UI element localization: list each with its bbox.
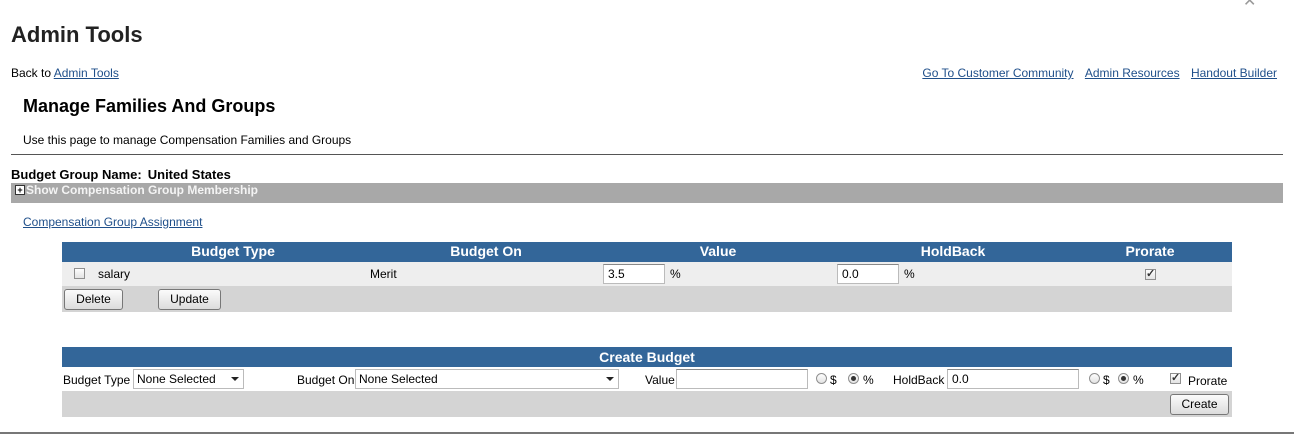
create-button[interactable]: Create [1170, 394, 1229, 415]
budget-group-label: Budget Group Name: [11, 167, 142, 182]
section-title: Manage Families And Groups [23, 96, 276, 116]
assignment-link-row: Compensation Group Assignment [23, 215, 202, 229]
row-holdback-unit: % [904, 267, 915, 281]
link-handout-builder[interactable]: Handout Builder [1190, 66, 1277, 80]
holdback-input[interactable] [947, 369, 1079, 389]
chevron-down-icon [606, 377, 614, 381]
value-label: Value [645, 373, 675, 387]
budget-table-actions: Delete Update [62, 286, 1232, 312]
value-unit-percent-label: % [863, 373, 874, 387]
table-row: salary Merit % % [62, 262, 1232, 286]
column-header-budget-type: Budget Type [191, 243, 275, 259]
budget-on-select-value: None Selected [359, 372, 438, 386]
row-prorate-checkbox[interactable] [1145, 267, 1156, 280]
budget-group-value: United States [147, 167, 231, 182]
close-icon[interactable]: ✕ [1243, 0, 1257, 10]
membership-toggle-bar[interactable]: + Show Compensation Group Membership [11, 183, 1283, 203]
budget-on-select[interactable]: None Selected [355, 369, 619, 389]
compensation-group-assignment-link[interactable]: Compensation Group Assignment [23, 215, 203, 229]
back-row: Back to Admin Tools [11, 66, 119, 80]
row-select-checkbox[interactable] [74, 268, 85, 279]
link-admin-resources[interactable]: Admin Resources [1084, 66, 1180, 80]
budget-on-label: Budget On [297, 373, 355, 387]
column-header-value: Value [699, 243, 737, 259]
prorate-checkbox[interactable] [1170, 371, 1181, 384]
row-value-unit: % [670, 267, 681, 281]
delete-button[interactable]: Delete [64, 289, 123, 310]
budget-type-select-value: None Selected [137, 372, 216, 386]
row-value-input[interactable] [603, 264, 665, 284]
row-budget-on: Merit [370, 267, 397, 281]
holdback-unit-dollar-label: $ [1103, 373, 1110, 387]
value-unit-dollar-radio[interactable] [816, 373, 827, 384]
expand-plus-icon[interactable]: + [15, 185, 25, 195]
create-budget-actions: Create [62, 391, 1232, 417]
budget-group-name: Budget Group Name: United States [11, 167, 231, 182]
holdback-unit-percent-radio[interactable] [1118, 373, 1129, 384]
holdback-label: HoldBack [893, 373, 945, 387]
membership-toggle-label[interactable]: Show Compensation Group Membership [26, 183, 259, 197]
prorate-label: Prorate [1188, 374, 1228, 388]
budget-table: Budget Type Budget On Value HoldBack Pro… [62, 242, 1232, 312]
create-budget-form: Budget Type None Selected Budget On None… [62, 367, 1232, 391]
chevron-down-icon [231, 377, 239, 381]
back-link-admin-tools[interactable]: Admin Tools [53, 66, 119, 80]
budget-table-header: Budget Type Budget On Value HoldBack Pro… [62, 242, 1232, 262]
budget-type-select[interactable]: None Selected [133, 369, 244, 389]
holdback-unit-dollar-radio[interactable] [1089, 373, 1100, 384]
budget-type-label: Budget Type [63, 373, 131, 387]
column-header-prorate: Prorate [1125, 243, 1175, 259]
value-input[interactable] [676, 369, 808, 389]
bottom-divider [0, 432, 1294, 434]
holdback-unit-percent-label: % [1133, 373, 1144, 387]
column-header-budget-on: Budget On [450, 243, 522, 259]
row-budget-type: salary [98, 267, 131, 281]
create-budget-title: Create Budget [62, 347, 1232, 367]
divider [11, 154, 1283, 155]
column-header-holdback: HoldBack [920, 243, 986, 259]
page-title: Admin Tools [11, 22, 143, 47]
value-unit-percent-radio[interactable] [848, 373, 859, 384]
back-prefix: Back to [11, 66, 52, 80]
create-budget-panel: Create Budget Budget Type None Selected … [62, 347, 1232, 417]
link-customer-community[interactable]: Go To Customer Community [922, 66, 1074, 80]
update-button[interactable]: Update [158, 289, 221, 310]
row-holdback-input[interactable] [837, 264, 899, 284]
value-unit-dollar-label: $ [830, 373, 837, 387]
top-links: Go To Customer Community Admin Resources… [914, 66, 1277, 80]
section-description: Use this page to manage Compensation Fam… [23, 133, 352, 147]
